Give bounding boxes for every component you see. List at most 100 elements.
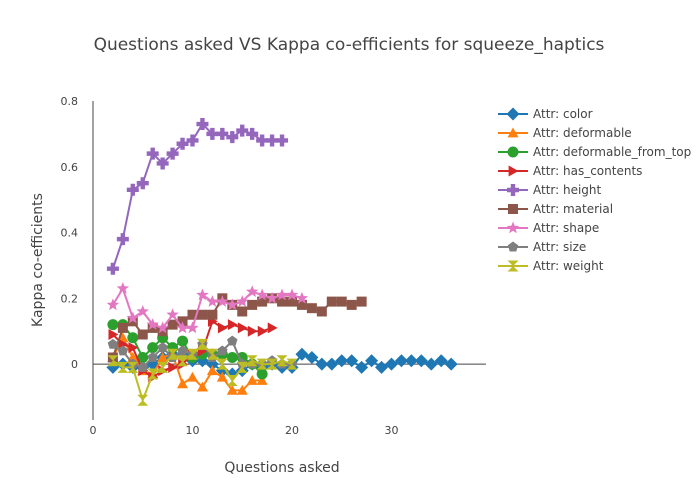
data-point: [116, 281, 130, 294]
data-point: [216, 295, 229, 307]
data-point: [206, 348, 218, 360]
data-point: [207, 309, 218, 320]
data-point: [236, 361, 248, 373]
y-tick-label: 0.6: [61, 161, 79, 174]
legend-item[interactable]: Attr: color: [498, 107, 593, 121]
y-tick-label: 0.4: [61, 227, 79, 240]
data-point: [187, 309, 198, 320]
data-point: [126, 311, 139, 324]
data-point: [196, 288, 209, 301]
legend-label: Attr: weight: [533, 259, 604, 273]
legend-label: Attr: color: [533, 107, 593, 121]
data-point: [365, 354, 379, 368]
data-point: [177, 345, 188, 356]
data-point: [226, 131, 239, 144]
data-point: [156, 321, 169, 334]
legend-label: Attr: deformable: [533, 126, 632, 140]
data-point: [237, 322, 248, 334]
data-point: [246, 375, 258, 385]
series-line: [112, 336, 263, 392]
data-point: [137, 361, 148, 372]
data-point: [176, 137, 189, 150]
data-point: [177, 378, 189, 389]
data-point: [186, 134, 199, 147]
data-point: [128, 342, 139, 354]
data-point: [157, 352, 169, 362]
data-point: [107, 355, 119, 367]
data-point: [176, 321, 189, 334]
data-point: [315, 357, 329, 371]
data-point: [316, 306, 327, 317]
data-point: [227, 335, 238, 346]
legend-label: Attr: height: [533, 183, 602, 197]
plot-area: [106, 118, 458, 406]
legend-item[interactable]: Attr: deformable: [498, 126, 632, 140]
data-point: [127, 361, 139, 373]
data-point: [256, 134, 269, 147]
data-point: [117, 332, 129, 343]
data-point: [177, 355, 189, 367]
data-point: [286, 358, 298, 370]
legend-label: Attr: shape: [533, 221, 599, 235]
data-point: [257, 325, 268, 337]
data-point: [285, 288, 299, 301]
series-4: [106, 118, 289, 275]
x-axis-title: Questions asked: [224, 460, 339, 476]
legend-marker: [507, 260, 519, 272]
data-point: [265, 291, 279, 304]
data-point: [136, 304, 149, 317]
legend-item[interactable]: Attr: deformable_from_top: [498, 145, 691, 159]
data-point: [116, 233, 129, 246]
data-point: [404, 354, 418, 368]
legend-item[interactable]: Attr: has_contents: [498, 164, 642, 178]
data-point: [246, 355, 258, 367]
data-point: [166, 147, 179, 160]
legend-item[interactable]: Attr: size: [498, 240, 586, 254]
data-point: [127, 316, 138, 327]
data-point: [137, 329, 148, 340]
data-point: [237, 306, 248, 317]
data-point: [206, 365, 218, 376]
series-line: [111, 123, 282, 270]
legend-marker: [507, 146, 519, 158]
data-point: [296, 299, 307, 310]
data-point: [345, 354, 359, 368]
legend-label: Attr: material: [533, 202, 613, 216]
series-8: [107, 338, 298, 406]
legend-marker: [508, 165, 519, 177]
data-point: [108, 328, 119, 340]
data-point: [256, 358, 268, 370]
legend-label: Attr: size: [533, 240, 586, 254]
data-point: [147, 342, 159, 354]
data-point: [217, 345, 228, 356]
legend[interactable]: Attr: color Attr: deformable Attr: deforma…: [498, 107, 691, 273]
data-point: [177, 316, 188, 327]
legend-marker: [507, 127, 519, 138]
legend-item[interactable]: Attr: height: [498, 183, 602, 197]
data-point: [414, 354, 428, 368]
data-point: [226, 375, 238, 387]
legend-label: Attr: has_contents: [533, 164, 642, 178]
data-point: [275, 288, 289, 301]
legend-item[interactable]: Attr: material: [498, 202, 613, 216]
data-point: [226, 298, 239, 311]
data-point: [186, 321, 199, 334]
y-axis-title: Kappa co-efficients: [30, 193, 46, 327]
legend-item[interactable]: Attr: weight: [498, 259, 604, 273]
data-point: [295, 291, 309, 304]
data-point: [256, 368, 268, 380]
data-point: [276, 355, 288, 367]
data-point: [267, 322, 278, 334]
x-tick-label: 30: [384, 424, 398, 437]
data-point: [277, 296, 288, 307]
data-point: [186, 348, 198, 360]
legend-item[interactable]: Attr: shape: [498, 221, 599, 235]
data-point: [147, 322, 158, 333]
data-point: [375, 360, 389, 374]
legend-marker: [508, 204, 518, 214]
data-point: [236, 295, 249, 307]
data-point: [107, 338, 119, 349]
x-tick-label: 20: [285, 424, 299, 437]
